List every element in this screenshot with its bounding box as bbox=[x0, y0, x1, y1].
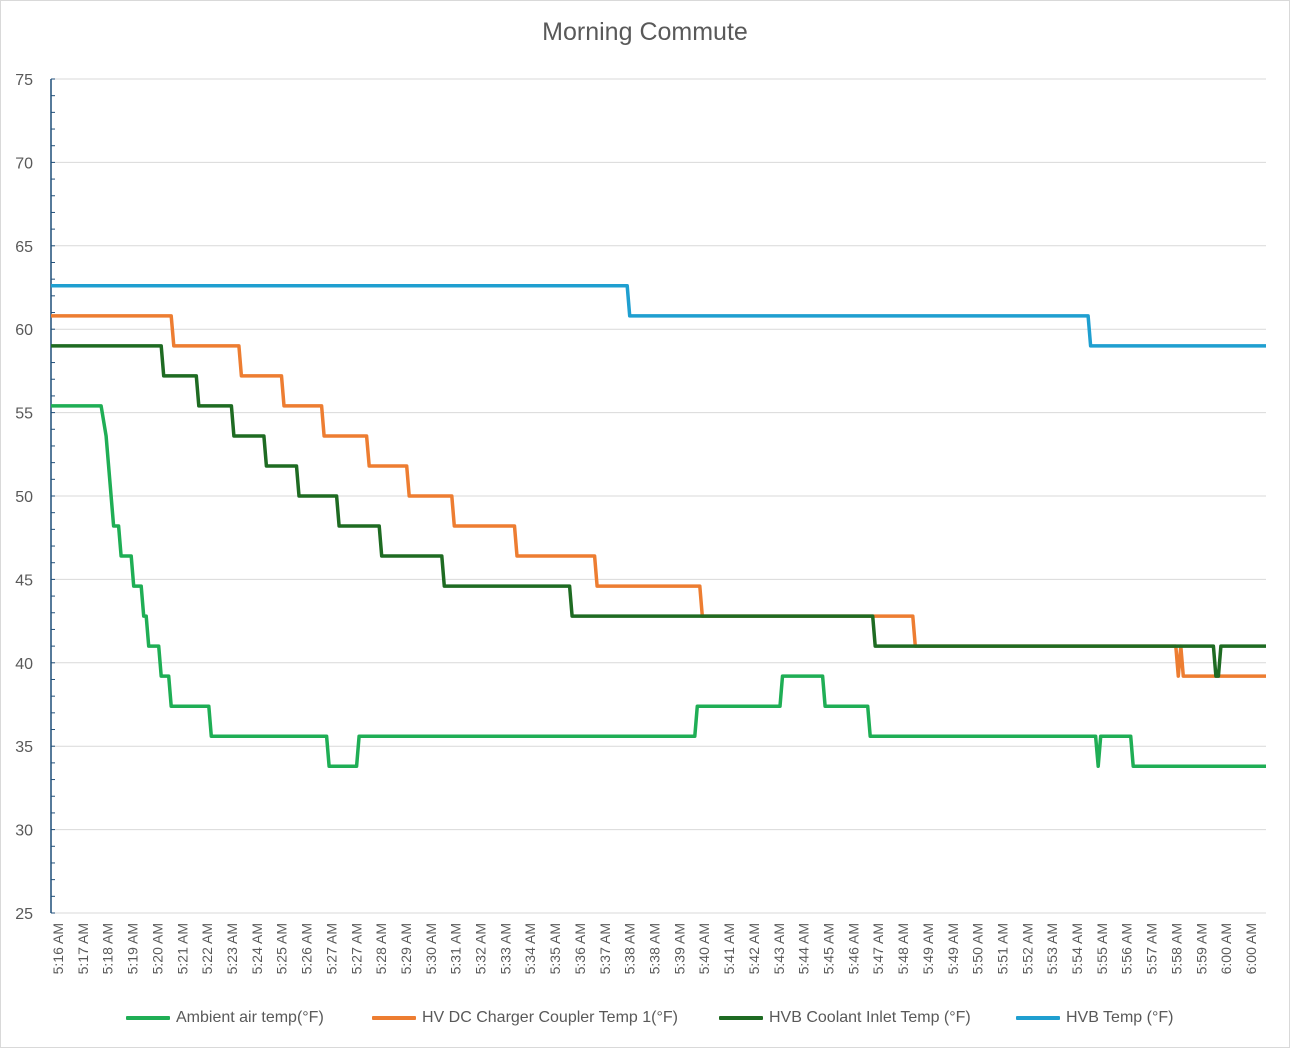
x-tick-label: 5:31 AM bbox=[448, 923, 464, 974]
legend-label: HVB Temp (°F) bbox=[1066, 1009, 1174, 1026]
x-tick-label: 5:52 AM bbox=[1019, 923, 1035, 974]
x-tick-label: 5:48 AM bbox=[895, 923, 911, 974]
x-tick-label: 5:32 AM bbox=[473, 923, 489, 974]
x-tick-label: 5:28 AM bbox=[373, 923, 389, 974]
legend: Ambient air temp(°F) HV DC Charger Couple… bbox=[0, 1006, 1290, 1030]
y-axis: 25 30 35 40 45 50 55 60 65 70 75 bbox=[15, 72, 55, 923]
x-tick-label: 5:17 AM bbox=[75, 923, 91, 974]
x-tick-label: 5:20 AM bbox=[149, 923, 165, 974]
x-tick-label: 5:23 AM bbox=[224, 923, 240, 974]
legend-swatch bbox=[719, 1016, 763, 1020]
series-lines bbox=[51, 284, 1266, 768]
x-tick-label: 5:30 AM bbox=[423, 923, 439, 974]
y-tick-label: 35 bbox=[15, 739, 33, 756]
x-tick-label: 5:38 AM bbox=[647, 923, 663, 974]
x-tick-label: 5:55 AM bbox=[1094, 923, 1110, 974]
y-tick-label: 55 bbox=[15, 406, 33, 423]
x-tick-label: 5:44 AM bbox=[796, 923, 812, 974]
x-tick-label: 5:50 AM bbox=[970, 923, 986, 974]
x-tick-label: 5:59 AM bbox=[1193, 923, 1209, 974]
y-tick-label: 75 bbox=[15, 72, 33, 89]
gridlines bbox=[51, 78, 1266, 914]
legend-item: HV DC Charger Coupler Temp 1(°F) bbox=[372, 1006, 678, 1030]
y-tick-label: 70 bbox=[15, 155, 33, 172]
legend-label: HV DC Charger Coupler Temp 1(°F) bbox=[422, 1009, 678, 1026]
x-tick-label: 5:21 AM bbox=[174, 923, 190, 974]
x-tick-label: 5:27 AM bbox=[348, 923, 364, 974]
x-tick-label: 5:26 AM bbox=[299, 923, 315, 974]
x-tick-label: 5:24 AM bbox=[249, 923, 265, 974]
legend-swatch bbox=[1016, 1016, 1060, 1020]
x-tick-label: 5:41 AM bbox=[721, 923, 737, 974]
chart-title: Morning Commute bbox=[542, 18, 748, 46]
x-tick-label: 5:46 AM bbox=[845, 923, 861, 974]
x-tick-label: 5:22 AM bbox=[199, 923, 215, 974]
x-tick-label: 5:40 AM bbox=[696, 923, 712, 974]
y-tick-label: 65 bbox=[15, 239, 33, 256]
legend-item: HVB Coolant Inlet Temp (°F) bbox=[719, 1006, 971, 1030]
x-tick-label: 5:16 AM bbox=[50, 923, 66, 974]
x-tick-label: 5:38 AM bbox=[622, 923, 638, 974]
x-tick-label: 5:58 AM bbox=[1168, 923, 1184, 974]
x-tick-label: 5:57 AM bbox=[1144, 923, 1160, 974]
x-axis: 5:16 AM 5:17 AM 5:18 AM 5:19 AM 5:20 AM 5:21 … bbox=[50, 923, 1259, 974]
x-tick-label: 5:19 AM bbox=[125, 923, 141, 974]
x-tick-label: 5:39 AM bbox=[671, 923, 687, 974]
x-tick-label: 5:27 AM bbox=[323, 923, 339, 974]
x-tick-label: 5:49 AM bbox=[945, 923, 961, 974]
x-tick-label: 5:29 AM bbox=[398, 923, 414, 974]
series-line-4 bbox=[51, 284, 1266, 348]
x-tick-label: 5:53 AM bbox=[1044, 923, 1060, 974]
x-tick-label: 6:00 AM bbox=[1243, 923, 1259, 974]
x-tick-label: 5:56 AM bbox=[1119, 923, 1135, 974]
legend-item: Ambient air temp(°F) bbox=[126, 1006, 324, 1030]
x-tick-label: 5:42 AM bbox=[746, 923, 762, 974]
x-tick-label: 5:33 AM bbox=[497, 923, 513, 974]
x-tick-label: 5:43 AM bbox=[771, 923, 787, 974]
legend-item: HVB Temp (°F) bbox=[1016, 1006, 1173, 1030]
x-tick-label: 5:47 AM bbox=[870, 923, 886, 974]
legend-swatch bbox=[372, 1016, 416, 1020]
x-tick-label: 5:18 AM bbox=[100, 923, 116, 974]
x-tick-label: 5:35 AM bbox=[547, 923, 563, 974]
y-tick-label: 25 bbox=[15, 906, 33, 923]
y-tick-label: 45 bbox=[15, 572, 33, 589]
legend-swatch bbox=[126, 1016, 170, 1020]
x-tick-label: 5:45 AM bbox=[820, 923, 836, 974]
y-tick-label: 40 bbox=[15, 656, 33, 673]
x-tick-label: 5:34 AM bbox=[522, 923, 538, 974]
x-tick-label: 5:54 AM bbox=[1069, 923, 1085, 974]
x-tick-label: 5:36 AM bbox=[572, 923, 588, 974]
x-tick-label: 6:00 AM bbox=[1218, 923, 1234, 974]
series-line-1 bbox=[51, 404, 1266, 768]
y-tick-label: 50 bbox=[15, 489, 33, 506]
x-tick-label: 5:49 AM bbox=[920, 923, 936, 974]
legend-label: HVB Coolant Inlet Temp (°F) bbox=[769, 1009, 971, 1026]
x-tick-label: 5:37 AM bbox=[597, 923, 613, 974]
y-tick-label: 60 bbox=[15, 322, 33, 339]
x-tick-label: 5:51 AM bbox=[994, 923, 1010, 974]
legend-label: Ambient air temp(°F) bbox=[176, 1009, 324, 1026]
series-line-3 bbox=[51, 344, 1266, 678]
y-tick-label: 30 bbox=[15, 823, 33, 840]
x-tick-label: 5:25 AM bbox=[274, 923, 290, 974]
